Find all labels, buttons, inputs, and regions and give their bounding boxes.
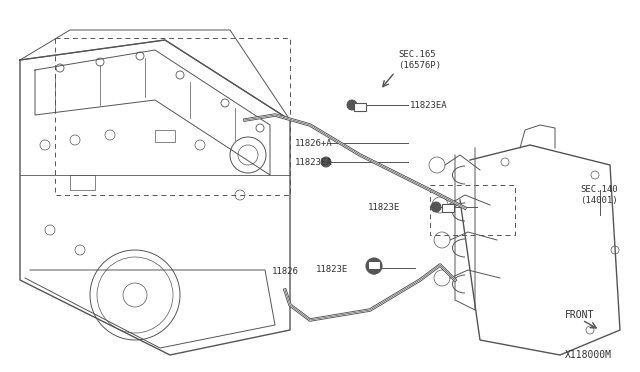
Text: 11823EA: 11823EA [295,157,333,167]
Circle shape [431,202,441,212]
Circle shape [347,100,357,110]
Text: X118000M: X118000M [565,350,612,360]
Text: FRONT: FRONT [565,310,595,320]
Bar [354,103,366,111]
Text: 11823E: 11823E [368,202,400,212]
Text: 11826+A: 11826+A [295,138,333,148]
Circle shape [366,258,382,274]
Text: 11823EA: 11823EA [410,100,447,109]
Bar [442,204,454,212]
Circle shape [369,264,379,274]
Bar [70,175,95,190]
Text: 11823E: 11823E [316,266,348,275]
Circle shape [321,157,331,167]
Text: 11826: 11826 [272,267,299,276]
Bar [155,130,175,142]
Text: SEC.140
(14001): SEC.140 (14001) [580,185,618,205]
Bar [368,261,380,269]
Text: SEC.165
(16576P): SEC.165 (16576P) [398,50,441,70]
